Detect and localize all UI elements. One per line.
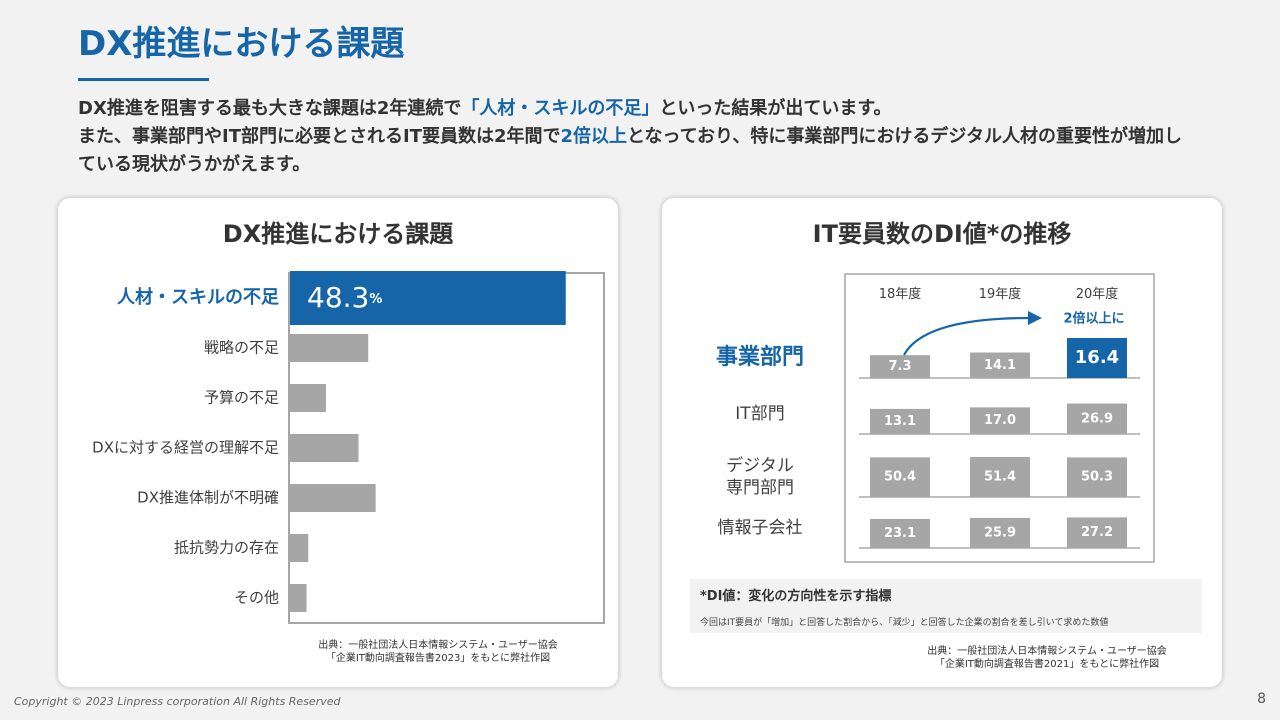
dx-issues-bar (290, 534, 309, 562)
intro-line-2-pre: また、事業部門やIT部門に必要とされるIT要員数は2年間で (78, 126, 561, 147)
intro-line-1-post: といった結果が出ています。 (659, 98, 892, 119)
it-staff-di-value-label: 7.3 (888, 359, 911, 374)
growth-arrow-line (903, 316, 1031, 356)
it-staff-di-source-line-2: 「企業IT動向調査報告書2021」をもとに弊社作図 (934, 659, 1160, 670)
intro-text: DX推進を阻害する最も大きな課題は2年連続で「人材・スキルの不足」といった結果が… (78, 95, 1188, 179)
it-staff-di-value-label: 27.2 (1081, 525, 1113, 540)
it-staff-di-bar (970, 352, 1030, 378)
dx-issues-bar (290, 384, 326, 412)
dx-issues-bar (290, 434, 359, 462)
it-staff-di-group-label: 情報子会社 (718, 518, 803, 538)
it-staff-di-bar (970, 517, 1030, 548)
it-staff-di-source-line-1: 出典：一般社団法人日本情報システム・ユーザー協会 (927, 646, 1167, 657)
intro-line-2-post: となっており、特に事業部門におけるデジタル人材の重要性が増加している現状がうかが… (78, 126, 1182, 175)
di-note-title: *DI値：変化の方向性を示す指標 (700, 589, 892, 604)
copyright-footer: Copyright © 2023 Linpress corporation Al… (14, 695, 341, 708)
it-staff-di-card-title: IT要員数のDI値*の推移 (812, 220, 1072, 248)
it-staff-di-group-label: 専門部門 (726, 478, 794, 498)
it-staff-di-bar (970, 457, 1030, 497)
dx-issues-category-label: DX推進体制が不明確 (137, 489, 279, 507)
it-staff-di-value-label: 23.1 (884, 526, 916, 541)
dx-issues-source-line-1: 出典：一般社団法人日本情報システム・ユーザー協会 (318, 640, 558, 651)
it-staff-di-bar (1067, 338, 1127, 378)
it-staff-di-value-label: 50.4 (884, 470, 916, 485)
dx-issues-source: 出典：一般社団法人日本情報システム・ユーザー協会 「企業IT動向調査報告書202… (278, 639, 598, 665)
it-staff-di-bar (970, 407, 1030, 434)
it-staff-di-group-label: デジタル (726, 455, 794, 476)
it-staff-di-plot-frame (844, 273, 1155, 563)
it-staff-di-value-label: 50.3 (1081, 470, 1113, 485)
dx-issues-card: DX推進における課題 人材・スキルの不足 48.3% 戦略の不足予算の不足 DXに対す… (58, 198, 618, 687)
intro-line-1-pre: DX推進を阻害する最も大きな課題は2年連続で (78, 98, 462, 119)
it-staff-di-year-label: 20年度 (1076, 286, 1119, 302)
dx-issues-category-label: 予算の不足 (204, 389, 279, 407)
page-title: DX推進における課題 (78, 24, 405, 64)
it-staff-di-source: 出典：一般社団法人日本情報システム・ユーザー協会 「企業IT動向調査報告書202… (892, 645, 1202, 671)
dx-issues-category-label: 抵抗勢力の存在 (174, 539, 279, 557)
it-staff-di-bar (870, 355, 930, 378)
title-underline (78, 78, 209, 81)
intro-highlight-double: 2倍以上 (560, 126, 628, 147)
dx-issues-bar (290, 334, 369, 362)
it-staff-di-year-label: 19年度 (979, 286, 1022, 302)
it-staff-di-card: IT要員数のDI値*の推移 18年度 19年度 20年度事業部門 7.3 14.1 16.… (662, 198, 1222, 687)
dx-issues-value-label: 48.3% (307, 281, 382, 314)
it-staff-di-value-label: 13.1 (884, 414, 916, 429)
di-note-description: 今回はIT要員が「増加」と回答した割合から、「減少」と回答した企業の割合を差し引… (700, 618, 1109, 628)
page-number: 8 (1257, 691, 1266, 707)
it-staff-di-value-label: 17.0 (984, 413, 1016, 428)
it-staff-di-bar (1067, 403, 1127, 434)
growth-arrow-head (1028, 311, 1042, 325)
it-staff-di-bar (870, 408, 930, 434)
dx-issues-category-label: 戦略の不足 (204, 339, 279, 357)
it-staff-di-bar (1067, 517, 1127, 548)
it-staff-di-group-label: 事業部門 (716, 344, 804, 370)
dx-issues-category-label: DXに対する経営の理解不足 (92, 439, 279, 457)
dx-issues-bar (290, 484, 376, 512)
dx-issues-category-label: その他 (234, 589, 279, 607)
it-staff-di-value-label: 14.1 (984, 358, 1016, 373)
it-staff-di-bar (1067, 457, 1127, 497)
di-definition-note: *DI値：変化の方向性を示す指標 今回はIT要員が「増加」と回答した割合から、「… (690, 579, 1202, 633)
intro-highlight-talent: 「人材・スキルの不足」 (461, 98, 660, 119)
it-staff-di-value-label: 16.4 (1075, 347, 1119, 368)
intro-line-1: DX推進を阻害する最も大きな課題は2年連続で「人材・スキルの不足」といった結果が… (78, 95, 1188, 123)
dx-issues-bar (290, 584, 307, 612)
growth-annotation: 2倍以上に (1063, 311, 1124, 327)
intro-line-2: また、事業部門やIT部門に必要とされるIT要員数は2年間で2倍以上となっており、… (78, 123, 1188, 179)
dx-issues-source-line-2: 「企業IT動向調査報告書2023」をもとに弊社作図 (325, 653, 551, 664)
it-staff-di-year-label: 18年度 (879, 286, 922, 302)
it-staff-di-group-label: IT部門 (735, 404, 784, 424)
it-staff-di-bar (870, 457, 930, 497)
it-staff-di-value-label: 25.9 (984, 525, 1016, 540)
dx-issues-category-label: 人材・スキルの不足 (117, 286, 279, 308)
it-staff-di-bar (870, 519, 930, 548)
it-staff-di-value-label: 26.9 (1081, 411, 1113, 426)
it-staff-di-value-label: 51.4 (984, 470, 1016, 485)
dx-issues-bar (290, 271, 566, 325)
dx-issues-card-title: DX推進における課題 (222, 220, 454, 248)
